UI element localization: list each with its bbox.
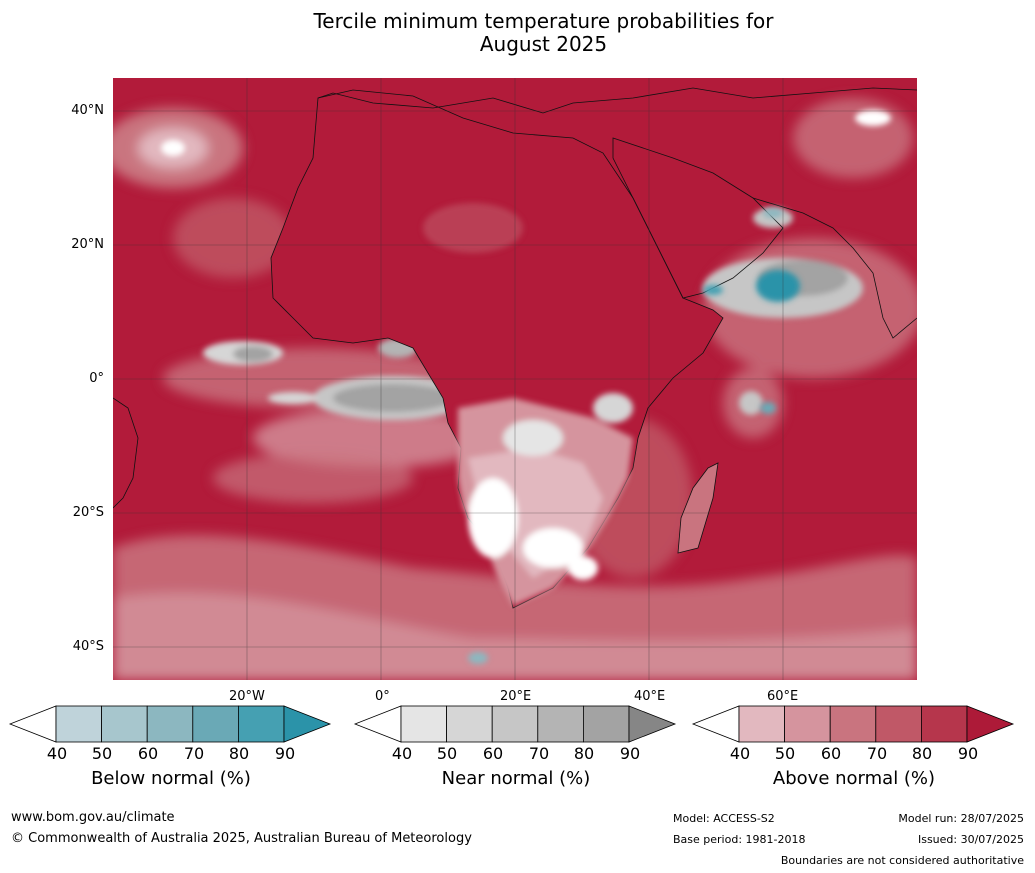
colorbar-high-extension (283, 705, 332, 743)
footer-base-period: Base period: 1981-2018 (673, 833, 806, 846)
footer-disclaimer: Boundaries are not considered authoritat… (780, 854, 1024, 867)
footer-website: www.bom.gov.au/climate (11, 810, 175, 825)
colorbar-below-normal (8, 705, 332, 743)
colorbar-segment (101, 705, 148, 743)
colorbar-segment (446, 705, 493, 743)
india-outline (752, 197, 917, 339)
cbar0-tick: 40 (46, 744, 68, 763)
colorbar-label-below: Below normal (%) (91, 768, 251, 789)
probability-map (113, 78, 917, 680)
colorbar-segment (738, 705, 785, 743)
colorbar-segment (55, 705, 102, 743)
colorbar-segment (237, 705, 285, 743)
colorbar-above-normal (691, 705, 1015, 743)
footer-model: Model: ACCESS-S2 (673, 812, 775, 825)
cbar0-tick: 80 (228, 744, 250, 763)
cbar1-tick: 60 (482, 744, 504, 763)
colorbar-segment (829, 705, 877, 743)
footer-model-run: Model run: 28/07/2025 (898, 812, 1024, 825)
lat-label-20n: 20°N (71, 237, 104, 252)
colorbar-label-above: Above normal (%) (772, 768, 936, 789)
lon-label-60e: 60°E (767, 689, 799, 704)
colorbar-segment (582, 705, 630, 743)
footer-copyright: © Commonwealth of Australia 2025, Austra… (11, 831, 472, 846)
lat-label-40s: 40°S (72, 639, 104, 654)
colorbar-label-near: Near normal (%) (441, 768, 591, 789)
cbar1-tick: 40 (391, 744, 413, 763)
cbar0-tick: 60 (137, 744, 159, 763)
cbar1-tick: 80 (573, 744, 595, 763)
colorbar-high-extension (628, 705, 677, 743)
cbar0-tick: 70 (183, 744, 205, 763)
colorbar-segment (491, 705, 539, 743)
cbar2-tick: 50 (774, 744, 796, 763)
lon-label-20e: 20°E (500, 689, 532, 704)
footer-issued: Issued: 30/07/2025 (917, 833, 1024, 846)
cbar0-tick: 90 (274, 744, 296, 763)
cbar2-tick: 90 (957, 744, 979, 763)
lon-label-0: 0° (375, 689, 390, 704)
cbar1-tick: 50 (436, 744, 458, 763)
cbar2-tick: 80 (911, 744, 933, 763)
colorbar-segment (875, 705, 922, 743)
south-america-outline (113, 397, 139, 509)
cbar0-tick: 50 (91, 744, 113, 763)
cbar1-tick: 90 (619, 744, 641, 763)
colorbar-high-extension (966, 705, 1015, 743)
colorbar-segment (146, 705, 194, 743)
lat-label-40n: 40°N (71, 103, 104, 118)
colorbar-segment (784, 705, 831, 743)
colorbar-segment (400, 705, 447, 743)
title-line-1: Tercile minimum temperature probabilitie… (313, 9, 774, 33)
cbar1-tick: 70 (528, 744, 550, 763)
colorbar-low-extension (353, 705, 402, 743)
colorbar-low-extension (8, 705, 57, 743)
colorbar-segment (192, 705, 239, 743)
lon-label-20w: 20°W (229, 689, 265, 704)
below-normal-areas (468, 208, 800, 664)
lon-label-40e: 40°E (634, 689, 666, 704)
arabia-outline (612, 137, 784, 299)
cbar2-tick: 60 (820, 744, 842, 763)
graticule (113, 78, 917, 680)
madagascar (677, 462, 719, 554)
lat-label-20s: 20°S (72, 505, 104, 520)
colorbar-segment (537, 705, 584, 743)
cbar2-tick: 40 (729, 744, 751, 763)
map-canvas (113, 78, 917, 680)
lat-label-0: 0° (89, 371, 104, 386)
colorbar-near-normal (353, 705, 677, 743)
title-line-2: August 2025 (479, 32, 608, 56)
cbar2-tick: 70 (866, 744, 888, 763)
colorbar-segment (920, 705, 968, 743)
map-title: Tercile minimum temperature probabilitie… (0, 10, 1035, 56)
colorbar-low-extension (691, 705, 740, 743)
europe-outline (317, 87, 917, 114)
